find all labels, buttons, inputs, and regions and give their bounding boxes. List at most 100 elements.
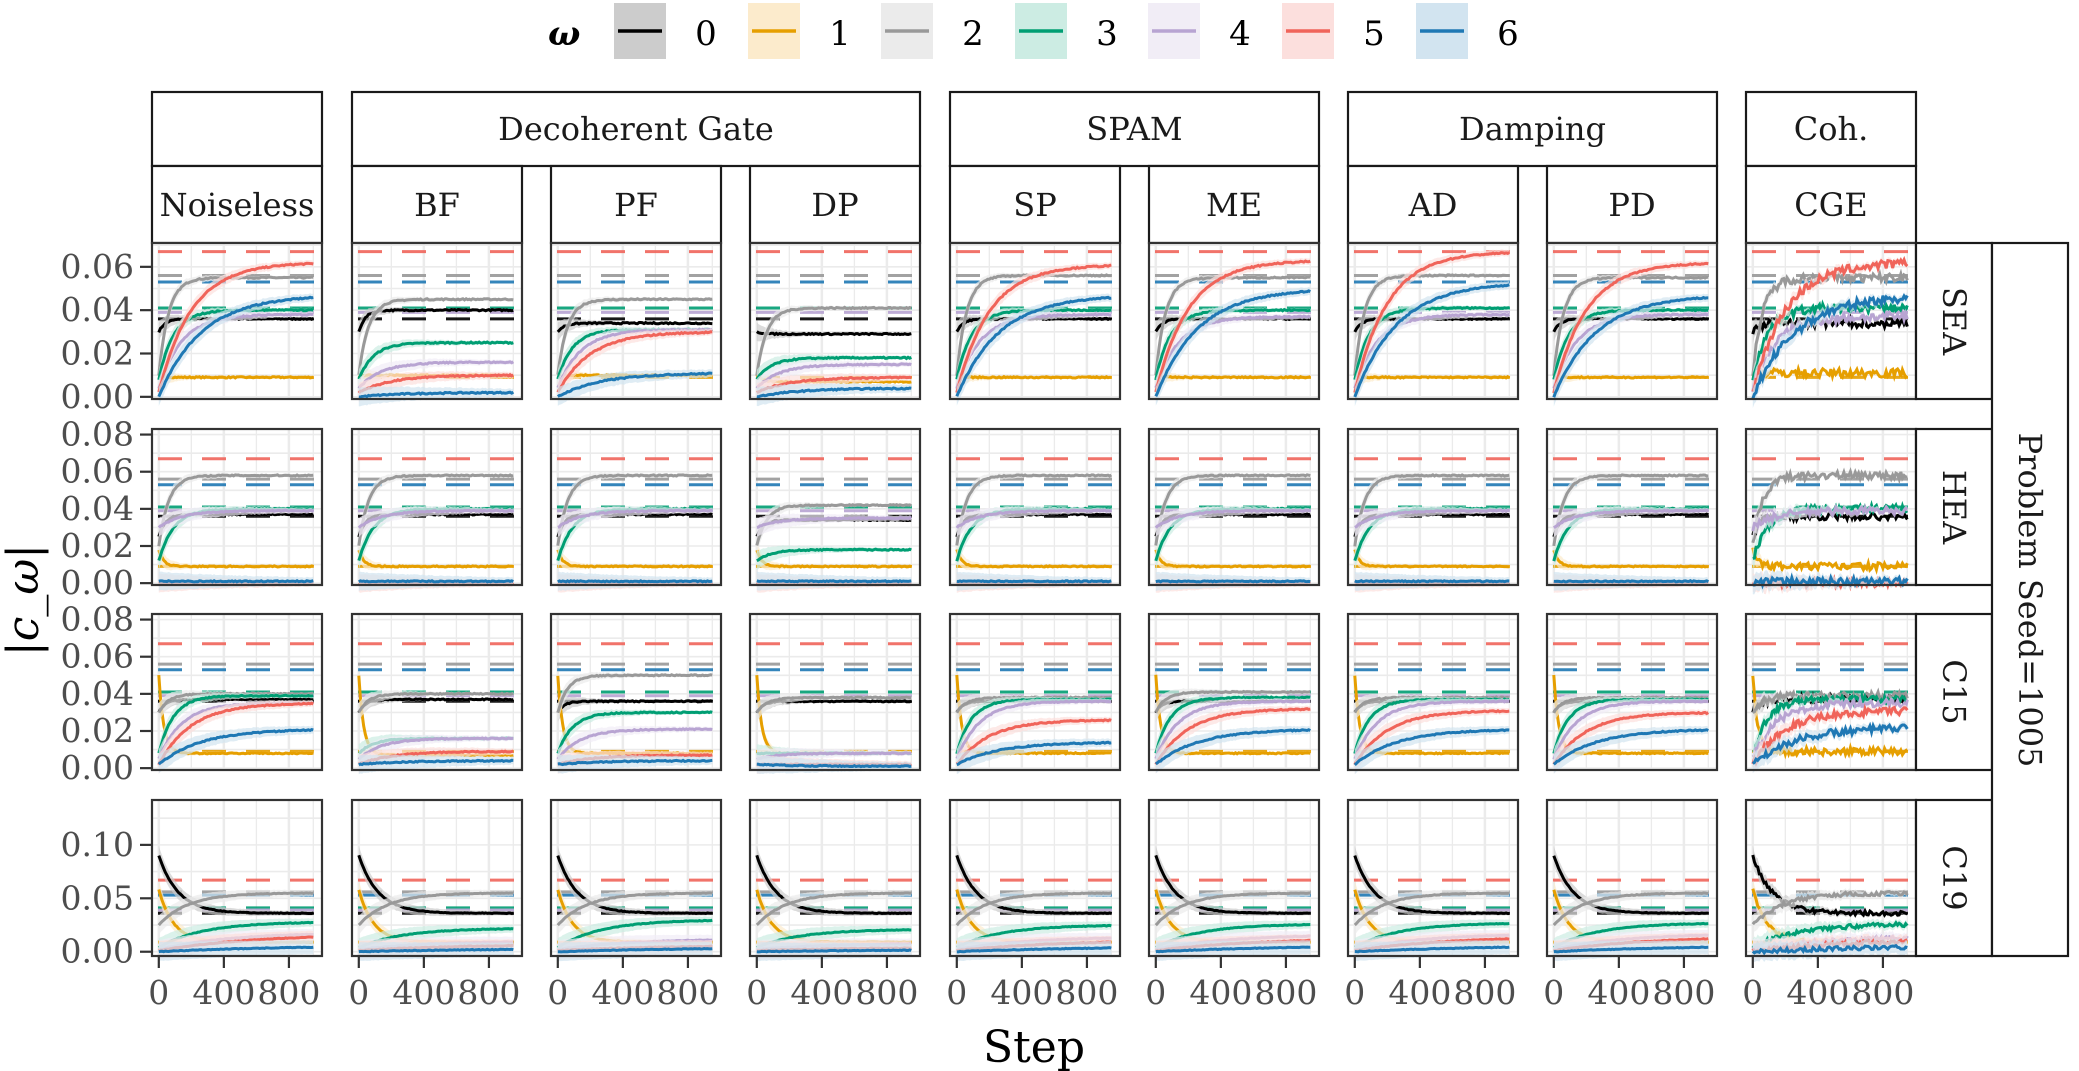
- panel-border: [1545, 427, 1719, 587]
- series-line-4: [1751, 308, 1909, 393]
- panel-sea-dp: [748, 241, 922, 407]
- legend-label-6: 6: [1497, 14, 1519, 54]
- panel-border: [948, 241, 1122, 401]
- series-line-4: [955, 508, 1112, 529]
- y-tick-label: 0.06: [61, 637, 134, 676]
- series-line-2: [556, 297, 713, 375]
- y-tick-label: 0.04: [61, 674, 134, 713]
- series-line-5: [556, 330, 713, 393]
- x-tick-label: 0: [746, 973, 767, 1012]
- panel-border: [150, 427, 324, 587]
- series-line-6: [1154, 728, 1311, 766]
- panel-hea-bf: [350, 427, 524, 593]
- column-strip-label-dp: DP: [811, 186, 858, 224]
- column-strip-box: [748, 164, 922, 245]
- confidence-band-6: [1155, 287, 1311, 406]
- series-line-1: [755, 549, 912, 569]
- panel-sea-sp: [948, 241, 1122, 406]
- y-tick-label: 0.00: [61, 377, 134, 416]
- panel-hea-sp: [948, 427, 1122, 593]
- outer-row-strip: Problem Seed=1005: [1990, 241, 2070, 958]
- series-line-5: [955, 718, 1112, 766]
- series-line-4: [1751, 503, 1908, 532]
- confidence-band-5: [158, 700, 314, 775]
- series-line-6: [756, 386, 912, 399]
- panel-border: [549, 241, 723, 401]
- series-line-6: [756, 579, 912, 584]
- series-line-2: [357, 891, 514, 927]
- x-tick-label: 800: [1851, 973, 1914, 1012]
- y-tick-label: 0.04: [61, 290, 134, 329]
- series-line-2: [556, 891, 713, 927]
- x-tick-label: 400: [591, 973, 654, 1012]
- series-line-6: [158, 578, 314, 584]
- y-tick-label: 0.08: [61, 600, 134, 639]
- x-tick-label: 800: [855, 973, 918, 1012]
- group-strip-box: [948, 90, 1321, 168]
- confidence-band-1: [956, 366, 1112, 385]
- confidence-band-6: [158, 293, 314, 407]
- panel-sea-pf: [549, 241, 723, 406]
- confidence-band-6: [557, 754, 713, 774]
- series-line-4: [756, 515, 912, 529]
- column-strip-box: [1346, 164, 1520, 245]
- series-line-6: [1553, 579, 1710, 584]
- series-line-1: [157, 549, 314, 569]
- series-line-0: [1552, 855, 1709, 916]
- x-tick-label: 400: [1189, 973, 1252, 1012]
- panel-border: [549, 612, 723, 772]
- panel-border: [350, 612, 524, 772]
- series-line-4: [955, 699, 1112, 760]
- series-line-5: [1353, 709, 1510, 766]
- panel-sea-noiseless: [150, 241, 324, 407]
- x-tick-label: 0: [547, 973, 568, 1012]
- confidence-band-4: [1155, 698, 1311, 769]
- series-line-4: [1552, 699, 1709, 760]
- y-tick-label: 0.04: [61, 489, 134, 528]
- y-axis-title: |c_ω|: [0, 544, 49, 656]
- x-tick-label: 0: [1742, 973, 1763, 1012]
- series-line-2: [1353, 891, 1510, 927]
- confidence-band-6: [1354, 725, 1510, 775]
- confidence-band-3: [956, 921, 1112, 957]
- y-tick-label: 0.06: [61, 247, 134, 286]
- series-line-3: [756, 547, 912, 563]
- series-line-6: [1552, 728, 1709, 766]
- series-line-6: [1155, 579, 1311, 584]
- confidence-band-2: [1752, 689, 1908, 722]
- series-line-1: [1354, 373, 1511, 380]
- x-tick-label: 800: [257, 973, 320, 1012]
- confidence-band-3: [1354, 919, 1510, 957]
- x-tick-label: 800: [1055, 973, 1118, 1012]
- series-line-3: [1751, 920, 1909, 950]
- series-line-1: [158, 373, 314, 380]
- legend-label-3: 3: [1096, 14, 1118, 54]
- series-line-2: [1154, 275, 1311, 376]
- confidence-band-3: [358, 924, 514, 957]
- panel-border: [748, 427, 922, 587]
- series-line-3: [357, 340, 514, 380]
- panels: [150, 241, 1918, 963]
- x-tick-label: 800: [1453, 973, 1516, 1012]
- series-line-6: [956, 579, 1112, 584]
- legend-label-2: 2: [962, 14, 984, 54]
- legend-label-5: 5: [1363, 14, 1385, 54]
- series-line-2: [1552, 473, 1709, 547]
- row-strips: SEA HEA C15 C19: [1914, 241, 1994, 958]
- series-line-6: [557, 947, 713, 954]
- column-group-strips: Decoherent Gate SPAM Damping Coh.: [150, 90, 1918, 168]
- panel-border: [1147, 612, 1321, 772]
- panel-sea-me: [1147, 241, 1321, 406]
- series-line-6: [756, 762, 912, 769]
- column-strip-label-noiseless: Noiseless: [160, 186, 315, 224]
- y-tick-label: 0.02: [61, 334, 134, 373]
- series-line-6: [1353, 728, 1510, 767]
- series-line-2: [1552, 891, 1709, 927]
- x-tick-label: 0: [148, 973, 169, 1012]
- series-line-5: [1353, 251, 1511, 393]
- series-line-1: [1552, 549, 1709, 569]
- series-line-6: [1154, 289, 1311, 397]
- panel-border: [748, 798, 922, 958]
- panel-sea-pd: [1545, 241, 1719, 407]
- series-line-0: [1751, 854, 1908, 918]
